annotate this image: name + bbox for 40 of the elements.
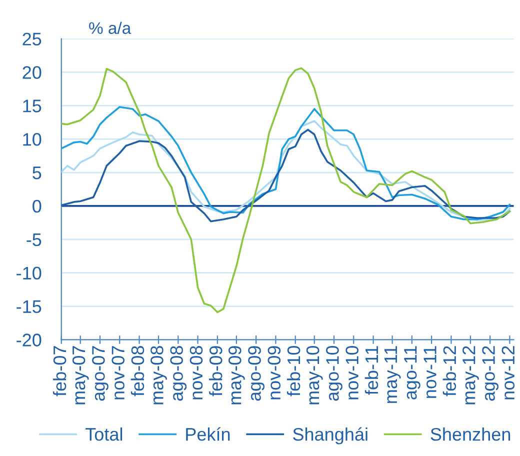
x-tick-label: feb-11 bbox=[364, 346, 378, 395]
x-tick-label: feb-08 bbox=[130, 346, 144, 396]
x-tick-label: nov-08 bbox=[190, 346, 203, 400]
x-tick-label: may-11 bbox=[384, 346, 401, 403]
y-tick-label: -20 bbox=[16, 334, 42, 346]
x-tick-label: feb-12 bbox=[442, 346, 456, 396]
x-tick-label: nov-09 bbox=[268, 346, 281, 400]
x-tick-label: nov-10 bbox=[346, 346, 358, 400]
y-tick-label: 25 bbox=[22, 32, 42, 46]
x-tick-label: feb-10 bbox=[286, 346, 300, 396]
x-tick-label: feb-07 bbox=[52, 346, 66, 396]
y-tick-label: 5 bbox=[32, 166, 42, 180]
x-tick-label: ago-12 bbox=[482, 346, 498, 401]
legend-label: Pekín bbox=[186, 427, 230, 441]
legend-label: Shenzhen bbox=[430, 427, 510, 441]
y-tick-label: -15 bbox=[16, 300, 42, 313]
x-tick-label: ago-08 bbox=[170, 346, 187, 401]
y-axis-title: % a/a bbox=[89, 22, 132, 34]
x-tick-label: may-07 bbox=[72, 346, 89, 404]
y-tick-label: 20 bbox=[22, 66, 42, 79]
x-tick-label: may-08 bbox=[150, 346, 167, 404]
y-tick-label: 0 bbox=[32, 200, 42, 213]
x-tick-label: ago-11 bbox=[404, 346, 420, 400]
x-tick-label: ago-07 bbox=[92, 346, 108, 401]
x-tick-label: nov-12 bbox=[502, 346, 515, 400]
legend-label: Shanghái bbox=[293, 427, 368, 444]
y-tick-label: 15 bbox=[23, 100, 42, 112]
legend-label: Total bbox=[86, 427, 122, 441]
y-tick-label: -10 bbox=[16, 266, 42, 280]
y-tick-label: 10 bbox=[23, 133, 42, 146]
y-tick-label: -5 bbox=[26, 234, 42, 246]
x-tick-label: ago-10 bbox=[326, 346, 342, 401]
x-tick-label: nov-11 bbox=[424, 346, 436, 398]
x-tick-label: may-12 bbox=[462, 346, 479, 404]
x-tick-label: ago-09 bbox=[248, 346, 264, 401]
x-tick-label: may-09 bbox=[228, 346, 245, 404]
x-tick-label: nov-07 bbox=[112, 346, 124, 400]
x-tick-label: may-10 bbox=[306, 346, 323, 404]
line-series bbox=[61, 67, 511, 314]
x-tick-label: feb-09 bbox=[209, 346, 222, 396]
